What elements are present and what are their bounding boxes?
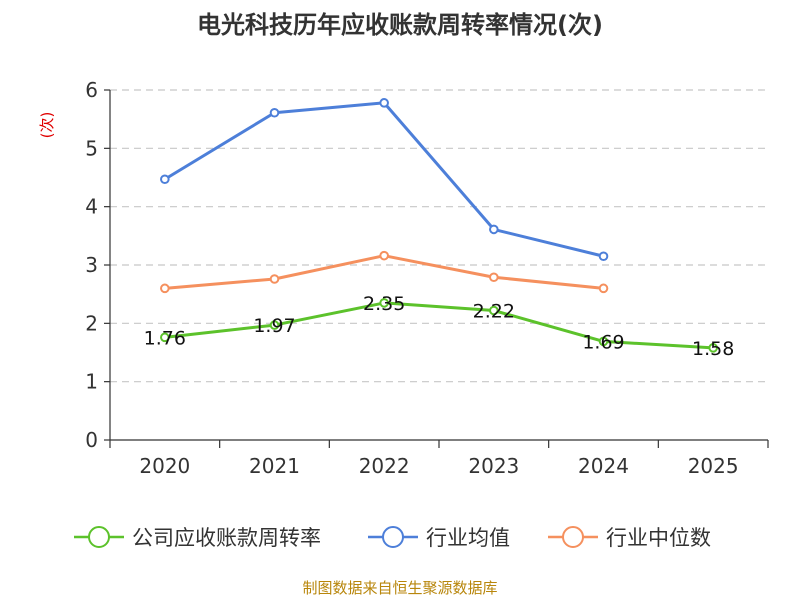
source-note: 制图数据来自恒生聚源数据库 xyxy=(302,579,497,597)
y-tick-label: 2 xyxy=(85,311,98,335)
legend-label: 行业均值 xyxy=(426,526,510,550)
y-tick-label: 5 xyxy=(85,136,98,160)
series-0 xyxy=(160,298,718,353)
axes xyxy=(104,89,769,448)
data-label: 2.35 xyxy=(363,293,405,315)
y-axis-label: (次) xyxy=(38,112,56,139)
series-1 xyxy=(160,98,609,262)
x-tick-labels: 2020 2021 2022 2023 2024 2025 xyxy=(139,454,738,478)
series-line xyxy=(164,254,604,290)
series-2 xyxy=(160,250,609,294)
data-point xyxy=(598,251,609,262)
data-label: 1.58 xyxy=(692,338,734,360)
data-point xyxy=(379,298,389,308)
y-tick-label: 6 xyxy=(85,78,98,102)
legend-marker xyxy=(382,526,404,548)
data-point xyxy=(489,224,499,235)
data-point xyxy=(269,274,280,284)
data-point xyxy=(489,305,499,316)
data-point xyxy=(269,107,280,118)
data-point xyxy=(269,320,280,330)
data-label: 1.69 xyxy=(582,331,624,353)
data-point xyxy=(708,343,718,353)
series-line xyxy=(164,301,714,350)
data-label: 1.97 xyxy=(253,315,295,337)
y-tick-labels: 0 1 2 3 4 5 6 xyxy=(85,78,98,452)
legend-marker xyxy=(562,526,584,548)
data-label: 1.76 xyxy=(144,327,186,349)
chart-title: 电光科技历年应收账款周转率情况(次) xyxy=(197,11,603,39)
x-tick-label: 2023 xyxy=(468,454,519,478)
x-tick-label: 2021 xyxy=(249,454,300,478)
data-point xyxy=(160,174,170,185)
gridlines xyxy=(110,89,768,383)
legend-label: 行业中位数 xyxy=(606,526,711,550)
legend-label: 公司应收账款周转率 xyxy=(132,526,321,550)
x-tick-label: 2025 xyxy=(688,454,739,478)
data-point xyxy=(379,250,389,261)
legend-item: 行业均值 xyxy=(368,526,510,550)
y-tick-label: 1 xyxy=(85,370,98,394)
legend: 公司应收账款周转率 行业均值 行业中位数 xyxy=(74,526,711,550)
x-tick-label: 2022 xyxy=(359,454,410,478)
data-label: 2.22 xyxy=(473,301,515,323)
data-point xyxy=(598,336,609,347)
data-labels: 1.76 1.97 2.35 2.22 1.69 1.58 xyxy=(144,293,735,360)
y-tick-label: 4 xyxy=(85,195,98,219)
data-point xyxy=(489,272,499,283)
series-group xyxy=(160,98,718,353)
x-tick-label: 2020 xyxy=(139,454,190,478)
legend-item: 行业中位数 xyxy=(548,526,711,550)
y-tick-label: 0 xyxy=(85,428,98,452)
data-point xyxy=(160,283,170,294)
legend-marker xyxy=(88,526,110,548)
y-tick-label: 3 xyxy=(85,253,98,277)
legend-item: 公司应收账款周转率 xyxy=(74,526,321,550)
x-tick-label: 2024 xyxy=(578,454,629,478)
data-point xyxy=(160,332,170,343)
data-point xyxy=(379,98,389,108)
series-line xyxy=(164,101,604,258)
data-point xyxy=(598,283,609,294)
